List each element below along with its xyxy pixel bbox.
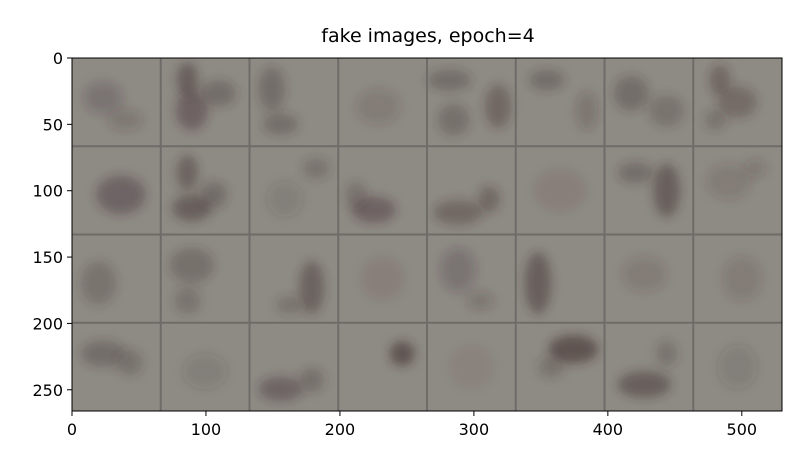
y-tick-label: 100 bbox=[32, 182, 63, 201]
image-artifact bbox=[529, 69, 565, 90]
image-artifact bbox=[81, 261, 117, 305]
x-tick-label: 300 bbox=[459, 420, 490, 439]
chart-title: fake images, epoch=4 bbox=[321, 25, 534, 47]
image-artifact bbox=[534, 168, 587, 212]
image-artifact bbox=[438, 104, 470, 136]
image-artifact bbox=[84, 82, 123, 114]
image-artifact bbox=[267, 182, 303, 217]
generated-image-tile bbox=[81, 261, 117, 305]
image-artifact bbox=[183, 354, 227, 389]
image-artifact bbox=[618, 162, 654, 183]
image-artifact bbox=[622, 257, 666, 292]
image-artifact bbox=[467, 292, 494, 310]
image-artifact bbox=[449, 345, 493, 389]
generated-image-tile bbox=[360, 257, 404, 301]
image-artifact bbox=[177, 155, 198, 190]
image-artifact bbox=[258, 67, 285, 111]
x-tick-label: 500 bbox=[727, 420, 758, 439]
generated-image-tile bbox=[723, 257, 762, 301]
image-artifact bbox=[440, 248, 476, 292]
image-artifact bbox=[263, 114, 299, 135]
x-tick-label: 0 bbox=[67, 420, 77, 439]
image-artifact bbox=[705, 109, 726, 130]
image-artifact bbox=[276, 296, 303, 314]
image-artifact bbox=[576, 92, 597, 131]
image-artifact bbox=[718, 86, 757, 118]
x-tick-label: 200 bbox=[325, 420, 356, 439]
generated-image-tile bbox=[96, 175, 146, 214]
image-artifact bbox=[258, 377, 302, 402]
image-artifact bbox=[745, 159, 766, 177]
generated-image-tile bbox=[718, 345, 757, 389]
y-axis: 0 50 100 150 200 250 bbox=[32, 49, 72, 400]
generated-image-tile bbox=[622, 257, 666, 292]
generated-image-tile bbox=[183, 354, 227, 389]
x-tick-label: 400 bbox=[593, 420, 624, 439]
image-artifact bbox=[303, 158, 330, 179]
generated-image-tile bbox=[534, 168, 587, 212]
y-tick-label: 50 bbox=[43, 115, 63, 134]
generated-image-tile bbox=[525, 252, 552, 314]
x-tick-label: 100 bbox=[191, 420, 222, 439]
image-artifact bbox=[718, 345, 757, 389]
image-artifact bbox=[116, 349, 143, 375]
image-artifact bbox=[345, 182, 366, 208]
image-artifact bbox=[360, 257, 404, 301]
image-artifact bbox=[707, 164, 751, 199]
image-artifact bbox=[356, 89, 400, 124]
image-artifact bbox=[174, 287, 201, 313]
image-artifact bbox=[538, 356, 565, 377]
image-artifact bbox=[723, 257, 762, 301]
image-artifact bbox=[485, 84, 512, 128]
y-tick-label: 200 bbox=[32, 314, 63, 333]
image-artifact bbox=[170, 248, 214, 283]
image-artifact bbox=[201, 182, 228, 208]
image-artifact bbox=[108, 109, 144, 130]
image-artifact bbox=[96, 175, 146, 214]
generated-image-tile bbox=[356, 89, 400, 124]
image-artifact bbox=[525, 252, 552, 314]
image-artifact bbox=[649, 95, 685, 127]
image-artifact bbox=[478, 186, 499, 212]
image-artifact bbox=[390, 341, 415, 366]
image-artifact bbox=[653, 164, 680, 217]
image-artifact bbox=[427, 69, 471, 90]
image-artifact bbox=[299, 368, 324, 393]
generated-image-tile bbox=[449, 345, 493, 389]
generated-image-tile bbox=[390, 341, 415, 366]
image-artifact bbox=[613, 76, 649, 111]
image-artifact bbox=[299, 261, 324, 314]
y-tick-label: 150 bbox=[32, 248, 63, 267]
image-artifact bbox=[433, 200, 483, 225]
image-plot-area bbox=[72, 58, 782, 411]
image-artifact bbox=[656, 340, 677, 366]
y-tick-label: 0 bbox=[53, 49, 63, 68]
y-tick-label: 250 bbox=[32, 381, 63, 400]
x-axis: 0 100 200 300 400 500 bbox=[67, 411, 757, 439]
image-artifact bbox=[201, 80, 237, 106]
image-artifact bbox=[618, 371, 671, 397]
